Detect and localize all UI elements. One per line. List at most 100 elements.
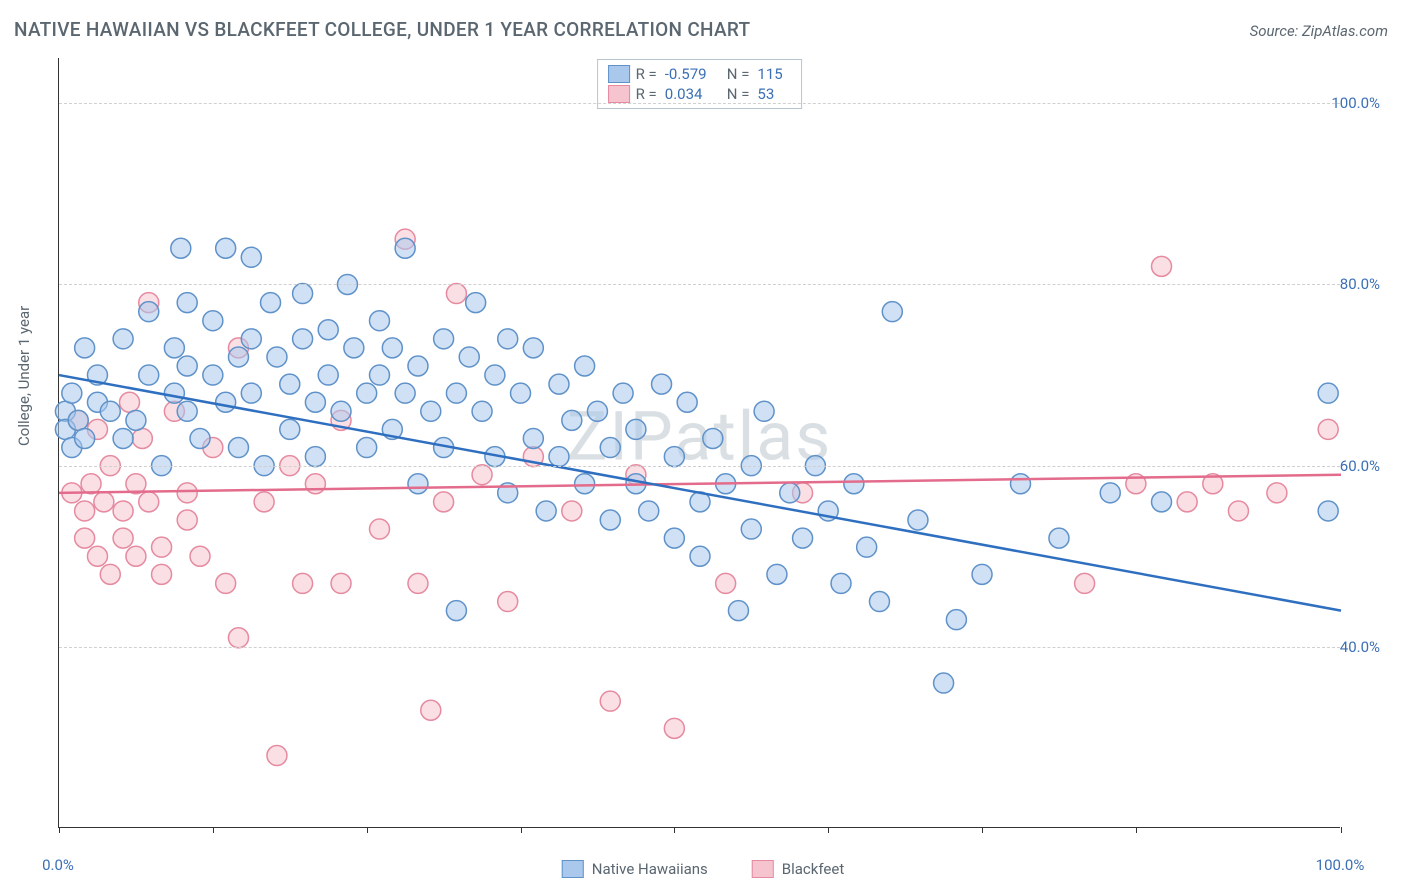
scatter-point [395, 238, 415, 258]
scatter-point [75, 501, 95, 521]
y-tick-label: 40.0% [1340, 638, 1380, 656]
scatter-point [177, 483, 197, 503]
scatter-point [767, 564, 787, 584]
scatter-point [485, 365, 505, 385]
scatter-point [1267, 483, 1287, 503]
gridline [59, 103, 1340, 104]
y-tick-label: 80.0% [1340, 275, 1380, 293]
x-tick [674, 827, 675, 833]
scatter-point [780, 483, 800, 503]
x-tick-label: 0.0% [42, 856, 74, 874]
scatter-point [318, 365, 338, 385]
scatter-point [1318, 501, 1338, 521]
series-legend: Native HawaiiansBlackfeet [562, 860, 845, 878]
legend-swatch [562, 860, 584, 878]
scatter-point [254, 492, 274, 512]
scatter-point [216, 573, 236, 593]
x-tick [367, 827, 368, 833]
scatter-point [677, 392, 697, 412]
scatter-point [549, 447, 569, 467]
scatter-point [857, 537, 877, 557]
scatter-point [177, 510, 197, 530]
scatter-point [113, 528, 133, 548]
scatter-point [177, 356, 197, 376]
series-legend-label: Blackfeet [782, 860, 844, 878]
scatter-point [280, 374, 300, 394]
scatter-point [280, 419, 300, 439]
scatter-point [357, 438, 377, 458]
scatter-point [1228, 501, 1248, 521]
scatter-point [716, 573, 736, 593]
scatter-point [728, 601, 748, 621]
legend-n-value: 53 [757, 85, 791, 103]
scatter-point [466, 293, 486, 313]
scatter-point [87, 546, 107, 566]
scatter-point [446, 601, 466, 621]
scatter-point [703, 428, 723, 448]
scatter-point [126, 410, 146, 430]
scatter-point [203, 365, 223, 385]
scatter-point [549, 374, 569, 394]
plot-area: ZIPatlas R =-0.579N =115R =0.034N =53 [58, 58, 1340, 828]
scatter-point [972, 564, 992, 584]
x-tick [59, 827, 60, 833]
scatter-point [94, 492, 114, 512]
scatter-point [100, 401, 120, 421]
scatter-point [1177, 492, 1197, 512]
gridline [59, 647, 1340, 648]
scatter-point [152, 537, 172, 557]
scatter-point [575, 356, 595, 376]
scatter-point [844, 474, 864, 494]
scatter-point [228, 438, 248, 458]
y-tick-label: 100.0% [1331, 94, 1380, 112]
scatter-point [1075, 573, 1095, 593]
scatter-point [293, 284, 313, 304]
scatter-point [587, 401, 607, 421]
scatter-point [241, 247, 261, 267]
scatter-point [203, 311, 223, 331]
correlation-legend: R =-0.579N =115R =0.034N =53 [597, 59, 803, 109]
scatter-point [228, 628, 248, 648]
chart-source: Source: ZipAtlas.com [1250, 22, 1388, 40]
scatter-point [139, 492, 159, 512]
scatter-point [126, 546, 146, 566]
scatter-point [164, 338, 184, 358]
scatter-point [177, 293, 197, 313]
scatter-point [370, 311, 390, 331]
legend-row: R =0.034N =53 [608, 84, 792, 104]
scatter-point [1318, 419, 1338, 439]
legend-r-value: -0.579 [665, 65, 721, 83]
scatter-point [793, 528, 813, 548]
scatter-point [600, 691, 620, 711]
scatter-point [434, 329, 454, 349]
scatter-point [370, 365, 390, 385]
scatter-point [216, 392, 236, 412]
scatter-point [305, 447, 325, 467]
regression-line [59, 375, 1341, 611]
scatter-point [1049, 528, 1069, 548]
scatter-point [100, 564, 120, 584]
scatter-point [216, 238, 236, 258]
scatter-point [293, 573, 313, 593]
scatter-point [536, 501, 556, 521]
x-tick [1136, 827, 1137, 833]
scatter-point [613, 383, 633, 403]
scatter-point [408, 474, 428, 494]
scatter-point [171, 238, 191, 258]
scatter-point [331, 401, 351, 421]
legend-r-label: R = [636, 65, 657, 83]
scatter-point [882, 302, 902, 322]
scatter-point [664, 447, 684, 467]
scatter-point [946, 610, 966, 630]
scatter-point [113, 428, 133, 448]
scatter-point [600, 510, 620, 530]
scatter-point [395, 383, 415, 403]
chart-svg [59, 58, 1340, 827]
scatter-point [690, 546, 710, 566]
scatter-point [1100, 483, 1120, 503]
scatter-point [523, 338, 543, 358]
scatter-point [408, 356, 428, 376]
legend-swatch [752, 860, 774, 878]
scatter-point [113, 329, 133, 349]
legend-n-label: N = [727, 65, 750, 83]
